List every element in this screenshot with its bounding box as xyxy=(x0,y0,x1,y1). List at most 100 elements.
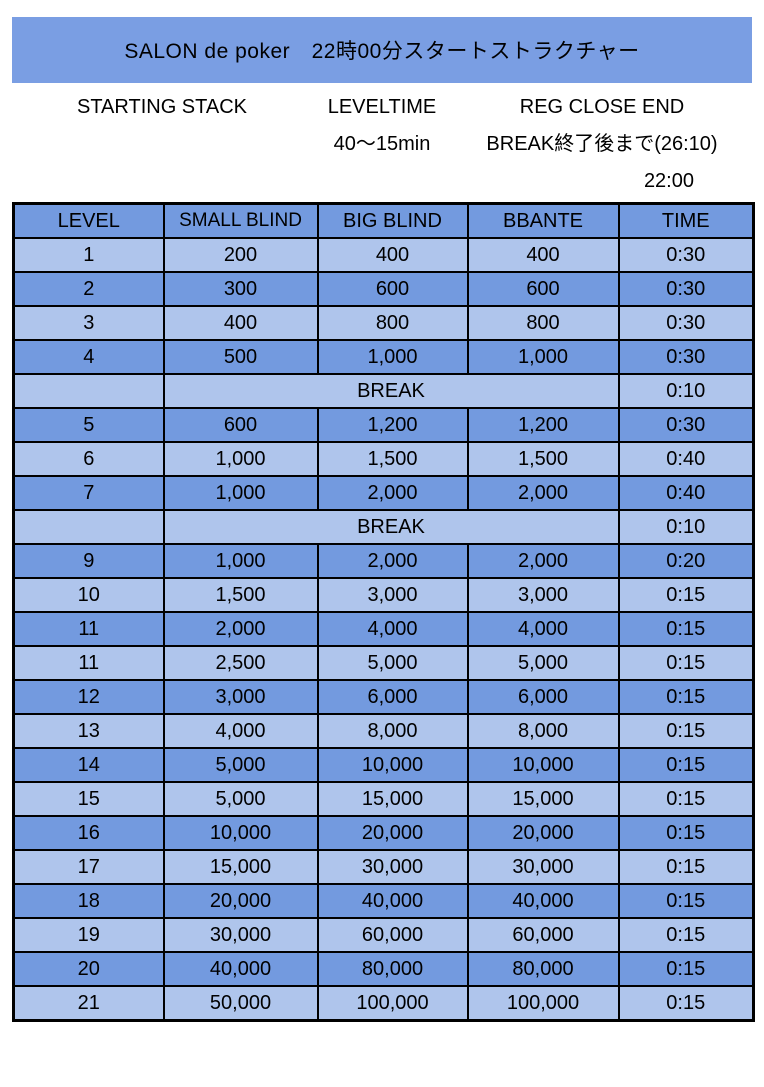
table-row: 2 300 600 600 0:30 xyxy=(12,271,755,307)
info-header: STARTING STACK LEVELTIME REG CLOSE END 4… xyxy=(12,89,752,200)
cell-level: 9 xyxy=(12,543,165,579)
cell-level: 14 xyxy=(12,747,165,783)
table-row: 14 5,000 10,000 10,000 0:15 xyxy=(12,747,755,783)
cell-bb-ante: 1,000 xyxy=(466,339,620,375)
cell-bb-ante: 400 xyxy=(466,237,620,273)
cell-time: 0:15 xyxy=(617,645,755,681)
table-row: 21 50,000 100,000 100,000 0:15 xyxy=(12,985,755,1022)
cell-bb-ante: 5,000 xyxy=(466,645,620,681)
cell-small-blind: 400 xyxy=(162,305,319,341)
cell-level: 3 xyxy=(12,305,165,341)
starting-stack-value xyxy=(12,126,312,163)
cell-bb-ante: 60,000 xyxy=(466,917,620,953)
cell-break-label: BREAK xyxy=(162,509,620,545)
cell-big-blind: 1,000 xyxy=(316,339,469,375)
cell-bb-ante: 20,000 xyxy=(466,815,620,851)
cell-level: 1 xyxy=(12,237,165,273)
cell-bb-ante: 2,000 xyxy=(466,475,620,511)
leveltime-label: LEVELTIME xyxy=(327,96,437,118)
cell-time: 0:15 xyxy=(617,849,755,885)
cell-level: 20 xyxy=(12,951,165,987)
table-row: 15 5,000 15,000 15,000 0:15 xyxy=(12,781,755,817)
reg-close-end-label: REG CLOSE END xyxy=(519,96,685,118)
cell-level xyxy=(12,509,165,545)
col-header-bbante: BBANTE xyxy=(466,202,620,239)
col-header-level: LEVEL xyxy=(12,202,165,239)
cell-time: 0:40 xyxy=(617,441,755,477)
cell-small-blind: 3,000 xyxy=(162,679,319,715)
cell-level: 18 xyxy=(12,883,165,919)
cell-bb-ante: 10,000 xyxy=(466,747,620,783)
cell-small-blind: 1,000 xyxy=(162,441,319,477)
cell-small-blind: 200 xyxy=(162,237,319,273)
table-row: 16 10,000 20,000 20,000 0:15 xyxy=(12,815,755,851)
col-header-time: TIME xyxy=(617,202,755,239)
cell-level: 5 xyxy=(12,407,165,443)
cell-time: 0:30 xyxy=(617,237,755,273)
cell-bb-ante: 4,000 xyxy=(466,611,620,647)
table-row: 19 30,000 60,000 60,000 0:15 xyxy=(12,917,755,953)
title-banner: SALON de poker 22時00分スタートストラクチャー xyxy=(12,17,752,83)
cell-small-blind: 30,000 xyxy=(162,917,319,953)
reg-close-end-value: BREAK終了後まで(26:10) xyxy=(486,133,718,155)
table-body: 1 200 400 400 0:30 2 300 600 600 0:30 3 400 800 800 0:… xyxy=(12,237,755,1022)
cell-time: 0:15 xyxy=(617,747,755,783)
table-row: 18 20,000 40,000 40,000 0:15 xyxy=(12,883,755,919)
cell-bb-ante: 100,000 xyxy=(466,985,620,1022)
cell-bb-ante: 15,000 xyxy=(466,781,620,817)
cell-time: 0:30 xyxy=(617,305,755,341)
cell-level: 13 xyxy=(12,713,165,749)
cell-time: 0:15 xyxy=(617,917,755,953)
cell-small-blind: 5,000 xyxy=(162,781,319,817)
starting-stack-label: STARTING STACK xyxy=(76,96,248,118)
cell-small-blind: 1,000 xyxy=(162,543,319,579)
cell-small-blind: 15,000 xyxy=(162,849,319,885)
table-row: 13 4,000 8,000 8,000 0:15 xyxy=(12,713,755,749)
cell-time: 0:40 xyxy=(617,475,755,511)
table-row: 6 1,000 1,500 1,500 0:40 xyxy=(12,441,755,477)
table-row: 3 400 800 800 0:30 xyxy=(12,305,755,341)
cell-big-blind: 2,000 xyxy=(316,475,469,511)
blind-structure-table: LEVEL SMALL BLIND BIG BLIND BBANTE TIME … xyxy=(12,202,755,1022)
cell-big-blind: 3,000 xyxy=(316,577,469,613)
cell-big-blind: 600 xyxy=(316,271,469,307)
cell-level: 21 xyxy=(12,985,165,1022)
break-row: BREAK 0:10 xyxy=(12,373,755,409)
info-value-row: 40～15min BREAK終了後まで(26:10) xyxy=(12,126,752,163)
cell-small-blind: 300 xyxy=(162,271,319,307)
table-row: 11 2,000 4,000 4,000 0:15 xyxy=(12,611,755,647)
table-row: 7 1,000 2,000 2,000 0:40 xyxy=(12,475,755,511)
cell-level: 11 xyxy=(12,645,165,681)
info-label-row: STARTING STACK LEVELTIME REG CLOSE END xyxy=(12,89,752,126)
cell-small-blind: 4,000 xyxy=(162,713,319,749)
cell-big-blind: 1,200 xyxy=(316,407,469,443)
cell-time: 0:15 xyxy=(617,679,755,715)
cell-time: 0:30 xyxy=(617,339,755,375)
cell-time: 0:15 xyxy=(617,713,755,749)
cell-big-blind: 2,000 xyxy=(316,543,469,579)
cell-bb-ante: 600 xyxy=(466,271,620,307)
table-row: 5 600 1,200 1,200 0:30 xyxy=(12,407,755,443)
cell-big-blind: 30,000 xyxy=(316,849,469,885)
table-row: 9 1,000 2,000 2,000 0:20 xyxy=(12,543,755,579)
cell-bb-ante: 40,000 xyxy=(466,883,620,919)
cell-small-blind: 5,000 xyxy=(162,747,319,783)
cell-big-blind: 8,000 xyxy=(316,713,469,749)
cell-small-blind: 50,000 xyxy=(162,985,319,1022)
cell-big-blind: 20,000 xyxy=(316,815,469,851)
cell-bb-ante: 8,000 xyxy=(466,713,620,749)
cell-big-blind: 800 xyxy=(316,305,469,341)
cell-level: 19 xyxy=(12,917,165,953)
cell-small-blind: 500 xyxy=(162,339,319,375)
table-row: 20 40,000 80,000 80,000 0:15 xyxy=(12,951,755,987)
table-row: 4 500 1,000 1,000 0:30 xyxy=(12,339,755,375)
cell-small-blind: 10,000 xyxy=(162,815,319,851)
cell-big-blind: 1,500 xyxy=(316,441,469,477)
cell-level: 16 xyxy=(12,815,165,851)
cell-level: 7 xyxy=(12,475,165,511)
cell-big-blind: 5,000 xyxy=(316,645,469,681)
cell-bb-ante: 1,500 xyxy=(466,441,620,477)
cell-level: 12 xyxy=(12,679,165,715)
info-time-row: 22:00 xyxy=(12,163,752,200)
